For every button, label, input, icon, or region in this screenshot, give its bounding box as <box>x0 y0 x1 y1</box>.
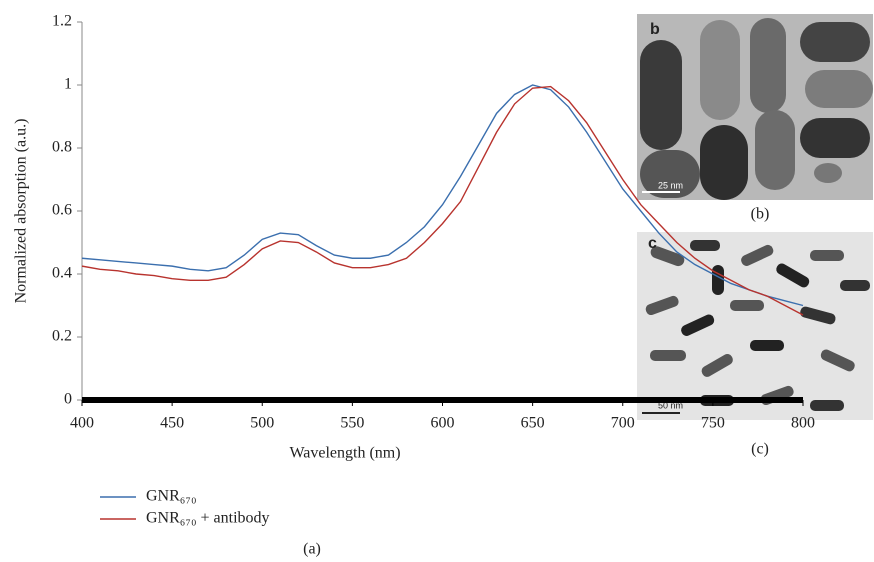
tem-image-b <box>637 14 873 200</box>
scale-bar-label: 25 nm <box>658 180 683 190</box>
x-tick-label: 500 <box>250 415 274 432</box>
x-axis <box>82 397 803 403</box>
x-tick-label: 800 <box>791 415 815 432</box>
legend-label: GNR₆₇₀ + antibody <box>146 510 270 527</box>
x-tick-label: 400 <box>70 415 94 432</box>
y-tick-label: 0.8 <box>52 139 72 156</box>
x-tick-label: 700 <box>611 415 635 432</box>
x-axis-label: Wavelength (nm) <box>289 445 400 462</box>
x-tick-label: 600 <box>431 415 455 432</box>
legend-label: GNR₆₇₀ <box>146 488 197 505</box>
image-caption: (b) <box>751 206 770 223</box>
scale-bar-label: 50 nm <box>658 400 683 410</box>
tem-image-c <box>637 232 873 420</box>
y-tick-label: 1.2 <box>52 13 72 30</box>
x-tick-label: 450 <box>160 415 184 432</box>
y-tick-label: 0 <box>64 391 72 408</box>
x-tick-label: 550 <box>340 415 364 432</box>
y-tick-label: 0.2 <box>52 328 72 345</box>
y-tick-label: 0.6 <box>52 202 72 219</box>
x-tick-label: 650 <box>521 415 545 432</box>
y-axis-label: Normalized absorption (a.u.) <box>13 119 30 304</box>
series-line <box>81 84 804 307</box>
y-tick-label: 0.4 <box>52 265 72 282</box>
image-letter: b <box>650 21 660 38</box>
chart-caption: (a) <box>303 541 321 558</box>
image-caption: (c) <box>751 441 769 458</box>
image-letter: c <box>648 235 657 252</box>
x-tick-label: 750 <box>701 415 725 432</box>
y-tick-label: 1 <box>64 76 72 93</box>
series-line <box>81 85 804 316</box>
